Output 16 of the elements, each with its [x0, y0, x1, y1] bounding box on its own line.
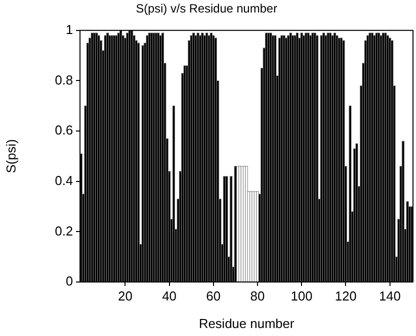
x-tick-label: 140	[378, 288, 401, 304]
y-tick-label: 1	[66, 22, 73, 37]
y-axis-title: S(psi)	[3, 139, 18, 174]
y-tick-label: 0	[66, 274, 73, 289]
x-axis-title: Residue number	[198, 316, 295, 331]
x-tick-label: 60	[206, 288, 221, 304]
chart-title: S(psi) v/s Residue number	[136, 2, 278, 16]
x-tick-label: 20	[118, 288, 132, 304]
y-tick-label: 0.4	[54, 172, 73, 188]
y-tick-label: 0.6	[54, 122, 73, 138]
x-tick-label: 40	[162, 288, 177, 304]
x-tick-label: 100	[290, 288, 312, 304]
y-tick-label: 0.2	[54, 223, 73, 238]
y-tick-label: 0.8	[54, 72, 73, 88]
x-tick-label: 80	[250, 288, 265, 304]
x-tick-label: 120	[334, 288, 357, 304]
